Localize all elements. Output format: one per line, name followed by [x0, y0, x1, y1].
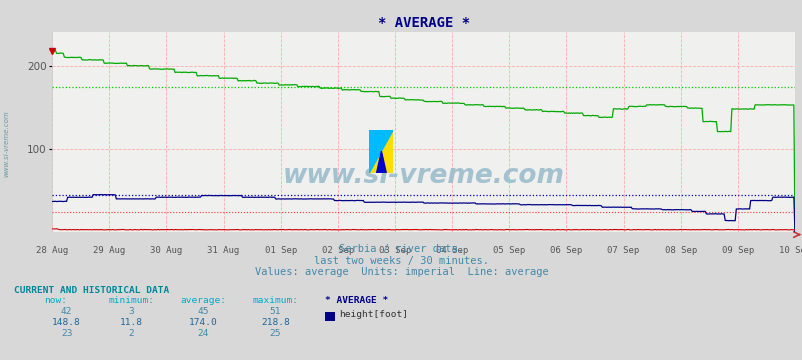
Text: 2: 2 [128, 329, 134, 338]
Text: 02 Sep: 02 Sep [322, 246, 354, 255]
Text: 04 Sep: 04 Sep [435, 246, 468, 255]
Text: now:: now: [44, 296, 67, 305]
Text: 51: 51 [269, 307, 281, 316]
Text: * AVERAGE *: * AVERAGE * [325, 296, 388, 305]
Text: average:: average: [180, 296, 226, 305]
Text: 05 Sep: 05 Sep [492, 246, 525, 255]
Text: 11.8: 11.8 [119, 318, 142, 327]
Text: www.si-vreme.com: www.si-vreme.com [3, 111, 9, 177]
Text: 23: 23 [61, 329, 72, 338]
Text: 24: 24 [197, 329, 209, 338]
Text: height[foot]: height[foot] [338, 310, 407, 319]
Text: Values: average  Units: imperial  Line: average: Values: average Units: imperial Line: av… [254, 267, 548, 277]
Text: 09 Sep: 09 Sep [721, 246, 753, 255]
Polygon shape [376, 151, 386, 173]
Text: 45: 45 [197, 307, 209, 316]
Text: 42: 42 [61, 307, 72, 316]
Text: 03 Sep: 03 Sep [379, 246, 411, 255]
Text: minimum:: minimum: [108, 296, 154, 305]
Text: CURRENT AND HISTORICAL DATA: CURRENT AND HISTORICAL DATA [14, 287, 169, 296]
Polygon shape [369, 130, 393, 173]
Text: 10 Sep: 10 Sep [778, 246, 802, 255]
Text: www.si-vreme.com: www.si-vreme.com [282, 163, 564, 189]
Text: 29 Aug: 29 Aug [93, 246, 125, 255]
Text: 25: 25 [269, 329, 281, 338]
Text: last two weeks / 30 minutes.: last two weeks / 30 minutes. [314, 256, 488, 266]
Text: 148.8: 148.8 [52, 318, 81, 327]
Text: 218.8: 218.8 [261, 318, 290, 327]
Text: 28 Aug: 28 Aug [36, 246, 68, 255]
Text: 01 Sep: 01 Sep [265, 246, 297, 255]
Text: 174.0: 174.0 [188, 318, 217, 327]
Text: 07 Sep: 07 Sep [606, 246, 639, 255]
Text: 08 Sep: 08 Sep [664, 246, 696, 255]
Text: 3: 3 [128, 307, 134, 316]
Text: 31 Aug: 31 Aug [207, 246, 240, 255]
Text: maximum:: maximum: [253, 296, 298, 305]
Text: Serbia / river data.: Serbia / river data. [338, 244, 464, 254]
Title: * AVERAGE *: * AVERAGE * [377, 16, 469, 30]
Text: 06 Sep: 06 Sep [549, 246, 581, 255]
Polygon shape [369, 130, 393, 173]
Text: 30 Aug: 30 Aug [150, 246, 182, 255]
